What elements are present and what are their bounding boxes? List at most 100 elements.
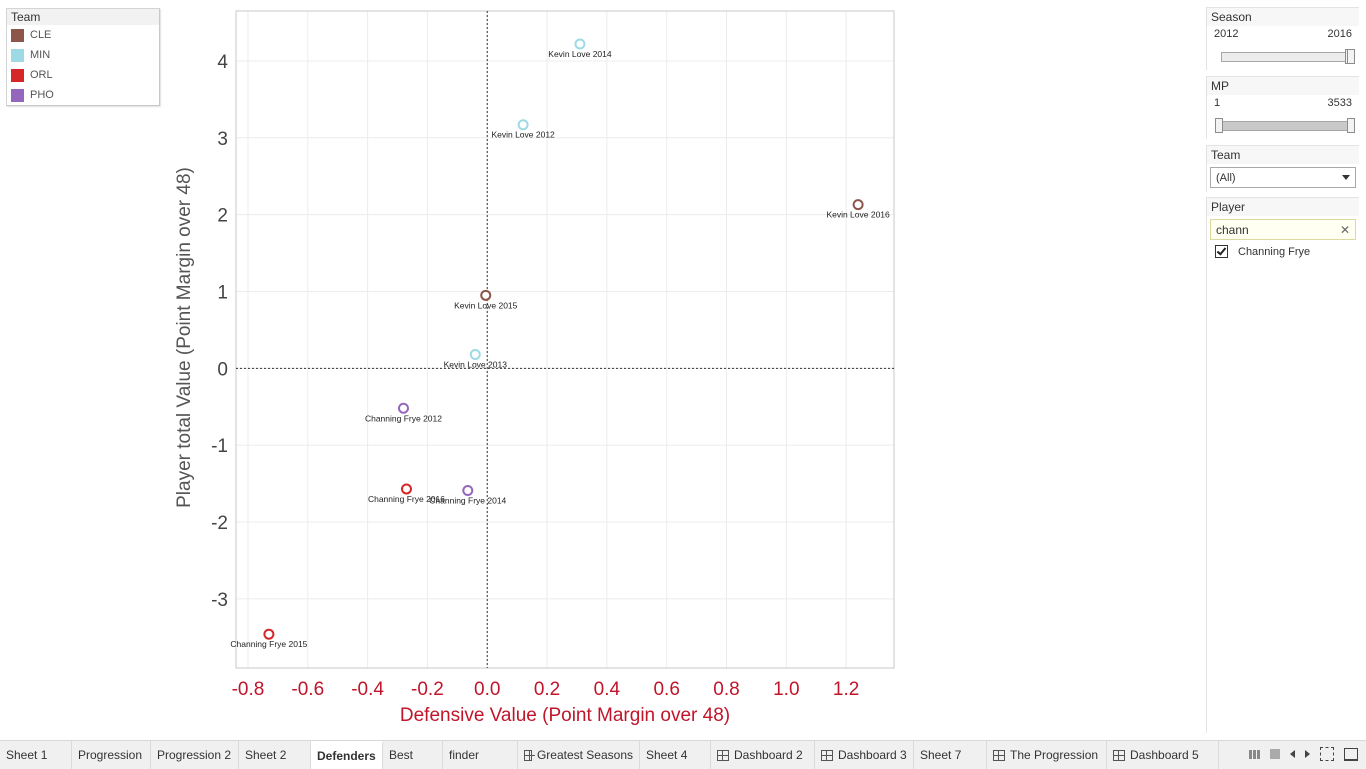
dashboard-icon — [1113, 749, 1125, 761]
x-tick-label: 0.6 — [653, 679, 679, 700]
tab-label: Sheet 4 — [646, 748, 688, 762]
player-filter-title: Player — [1207, 198, 1359, 216]
mp-slider-track[interactable] — [1221, 121, 1355, 131]
legend-swatch — [11, 88, 24, 102]
data-point[interactable] — [517, 119, 529, 131]
y-tick-label: 3 — [217, 129, 228, 150]
data-point[interactable] — [397, 402, 409, 414]
mp-filter-title: MP — [1207, 77, 1359, 95]
season-filter-title: Season — [1207, 8, 1359, 26]
tab-sheet-1[interactable]: Sheet 1 — [0, 741, 72, 769]
data-point-label: Channing Frye 2012 — [365, 413, 442, 423]
data-point-label: Kevin Love 2013 — [444, 359, 508, 369]
data-point[interactable] — [469, 348, 481, 360]
tab-label: Dashboard 3 — [838, 748, 907, 762]
x-axis-title: Defensive Value (Point Margin over 48) — [400, 705, 730, 726]
legend-label: CLE — [30, 29, 52, 41]
y-tick-label: -3 — [211, 590, 228, 611]
show-filmstrip-icon[interactable] — [1249, 749, 1260, 759]
player-checkbox-row[interactable]: Channing Frye — [1215, 245, 1359, 258]
x-tick-label: 0.0 — [474, 679, 500, 700]
data-point-label: Kevin Love 2016 — [826, 210, 890, 220]
data-point[interactable] — [574, 38, 586, 50]
y-tick-label: 2 — [217, 206, 228, 227]
season-max-handle[interactable] — [1347, 49, 1355, 64]
tab-sheet-4[interactable]: Sheet 4 — [640, 741, 711, 769]
y-axis-title: Player total Value (Point Margin over 48… — [174, 167, 195, 508]
x-tick-label: 0.2 — [534, 679, 560, 700]
season-max-value: 2016 — [1327, 28, 1352, 40]
season-min-value: 2012 — [1214, 28, 1239, 40]
tab-label: Best — [389, 748, 414, 762]
player-filter: Player chann ✕ Channing Frye — [1206, 197, 1359, 733]
mp-min-handle[interactable] — [1215, 118, 1223, 133]
sheet-tab-bar: Sheet 1 Progression Progression 2 Sheet 2 De… — [0, 740, 1366, 769]
tab-label: Dashboard 2 — [734, 748, 803, 762]
season-slider-track[interactable] — [1221, 52, 1355, 62]
season-filter: Season 2012 2016 — [1206, 7, 1359, 70]
tab-best[interactable]: Best — [383, 741, 443, 769]
data-point-label: Channing Frye 2014 — [429, 495, 506, 505]
data-point[interactable] — [400, 483, 412, 495]
tab-label: Dashboard 5 — [1130, 748, 1199, 762]
checkbox-checked-icon[interactable] — [1215, 245, 1228, 258]
show-tabs-icon[interactable] — [1270, 749, 1280, 759]
team-dropdown-value: (All) — [1216, 171, 1236, 184]
mp-max-handle[interactable] — [1347, 118, 1355, 133]
dashboard-icon — [993, 749, 1005, 761]
team-dropdown[interactable]: (All) — [1210, 167, 1356, 188]
presentation-mode-icon[interactable] — [1344, 747, 1358, 761]
previous-sheet-icon[interactable] — [1290, 750, 1295, 758]
next-sheet-icon[interactable] — [1305, 750, 1310, 758]
tab-defenders[interactable]: Defenders — [311, 741, 383, 769]
dashboard-icon — [717, 749, 729, 761]
legend-item-pho[interactable]: PHO — [7, 85, 159, 105]
tab-progression[interactable]: Progression — [72, 741, 151, 769]
player-search-value: chann — [1216, 222, 1249, 237]
data-point[interactable] — [852, 199, 864, 211]
close-icon[interactable]: ✕ — [1339, 222, 1350, 237]
data-point[interactable] — [263, 628, 275, 640]
x-tick-label: -0.4 — [351, 679, 384, 700]
y-tick-label: 1 — [217, 282, 228, 303]
mp-min-value: 1 — [1214, 97, 1221, 109]
tab-label: Progression — [78, 748, 143, 762]
tab-sheet-2[interactable]: Sheet 2 — [239, 741, 311, 769]
tab-dashboard-3[interactable]: Dashboard 3 — [815, 741, 914, 769]
tab-the-progression[interactable]: The Progression — [987, 741, 1107, 769]
legend-item-cle[interactable]: CLE — [7, 25, 159, 45]
player-search-input[interactable]: chann ✕ — [1210, 219, 1356, 240]
tab-label: finder — [449, 748, 480, 762]
data-point-label: Kevin Love 2014 — [548, 49, 612, 59]
team-filter: Team (All) — [1206, 145, 1359, 192]
tab-label: Progression 2 — [157, 748, 232, 762]
legend-swatch — [11, 68, 24, 82]
x-tick-label: 0.8 — [713, 679, 739, 700]
data-point[interactable] — [462, 484, 474, 496]
dashboard-icon — [821, 749, 833, 761]
legend-item-orl[interactable]: ORL — [7, 65, 159, 85]
x-tick-label: -0.8 — [232, 679, 265, 700]
legend-label: MIN — [30, 49, 51, 61]
tab-dashboard-2[interactable]: Dashboard 2 — [711, 741, 815, 769]
team-filter-title: Team — [1207, 146, 1359, 164]
tab-finder[interactable]: finder — [443, 741, 518, 769]
legend-label: PHO — [30, 89, 54, 101]
player-checkbox-label: Channing Frye — [1238, 245, 1311, 258]
legend-label: ORL — [30, 69, 53, 81]
x-tick-label: -0.6 — [291, 679, 324, 700]
tab-label: Sheet 7 — [920, 748, 962, 762]
tab-label: Greatest Seasons — [536, 748, 633, 762]
y-tick-label: -2 — [211, 513, 228, 534]
tab-dashboard-5[interactable]: Dashboard 5 — [1107, 741, 1219, 769]
tab-label: Defenders — [317, 749, 376, 763]
legend-item-min[interactable]: MIN — [7, 45, 159, 65]
tab-label: The Progression — [1010, 748, 1099, 762]
x-tick-label: 0.4 — [594, 679, 621, 700]
tab-sheet-7[interactable]: Sheet 7 — [914, 741, 987, 769]
data-point[interactable] — [480, 289, 492, 301]
data-point-label: Kevin Love 2012 — [491, 130, 555, 140]
tab-progression-2[interactable]: Progression 2 — [151, 741, 239, 769]
tab-greatest-seasons[interactable]: Greatest Seasons — [518, 741, 640, 769]
fullscreen-icon[interactable] — [1320, 747, 1334, 761]
